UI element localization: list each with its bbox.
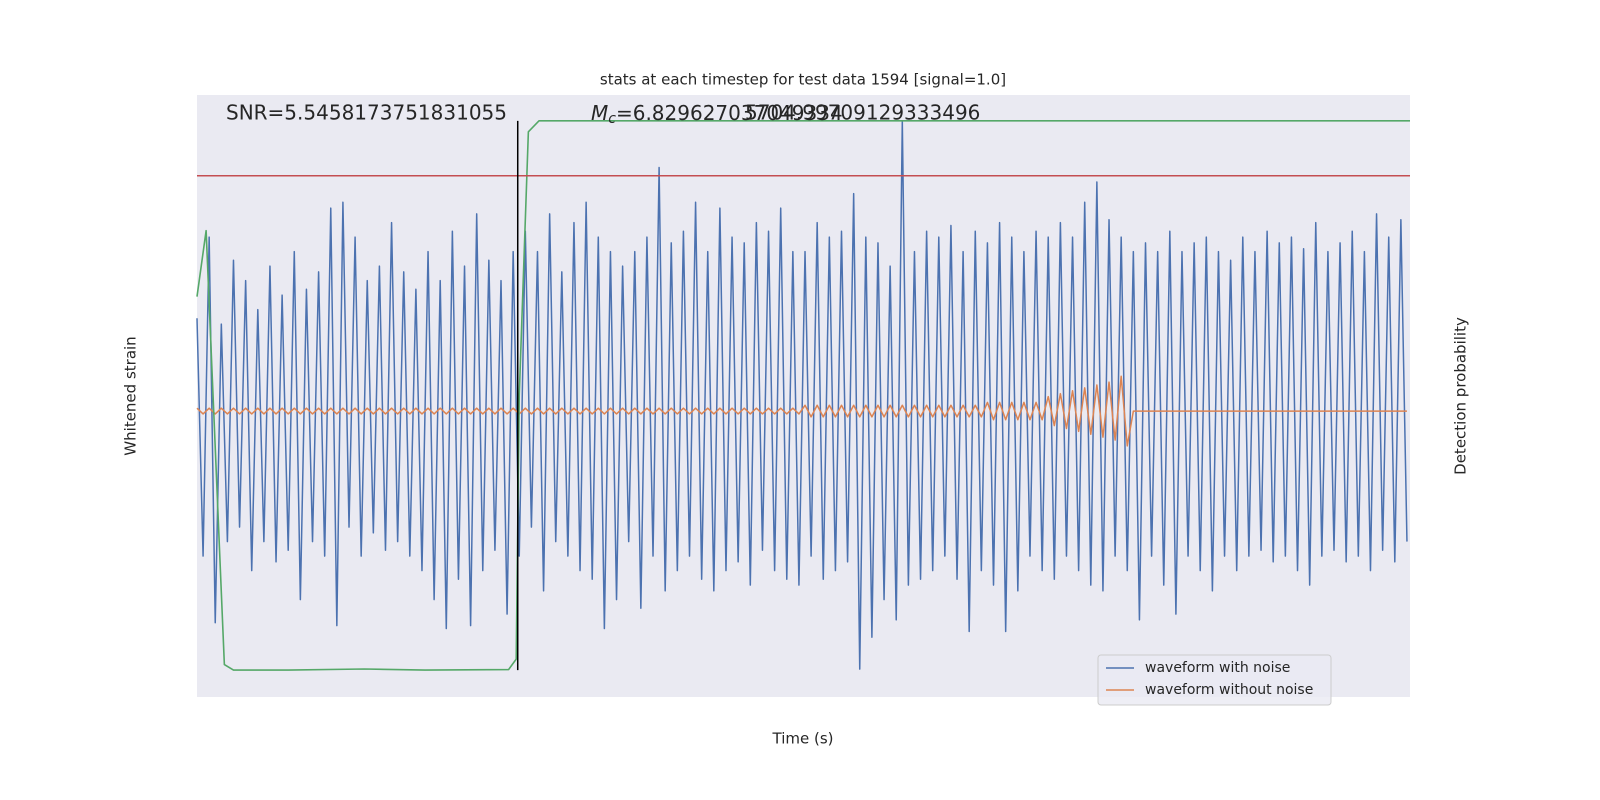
legend: waveform with noise waveform without nois… [1097, 654, 1332, 706]
legend-box [1097, 654, 1332, 706]
legend-label: waveform with noise [1145, 660, 1290, 676]
overlap-annotation: 5704.99709129333496 [745, 101, 980, 125]
snr-annotation: SNR=5.5458173751831055 [226, 101, 507, 125]
series-line [196, 375, 1407, 447]
series-line [196, 120, 1408, 670]
chart-title: stats at each timestep for test data 159… [600, 71, 1006, 89]
mc-symbol: M [591, 101, 608, 125]
series-layer [196, 120, 1408, 670]
mc-annotation: Mc=6.829627037049334 [591, 101, 843, 128]
y-axis-label: Whitened strain [122, 336, 140, 455]
x-axis-label: Time (s) [772, 730, 834, 748]
mc-value: =6.829627037049334 [616, 101, 843, 125]
legend-label: waveform without noise [1145, 682, 1313, 698]
overlay-layer [196, 120, 1410, 671]
y2-axis-label: Detection probability [1452, 317, 1470, 475]
mc-subscript: c [608, 111, 616, 127]
plot-area [197, 95, 1410, 697]
